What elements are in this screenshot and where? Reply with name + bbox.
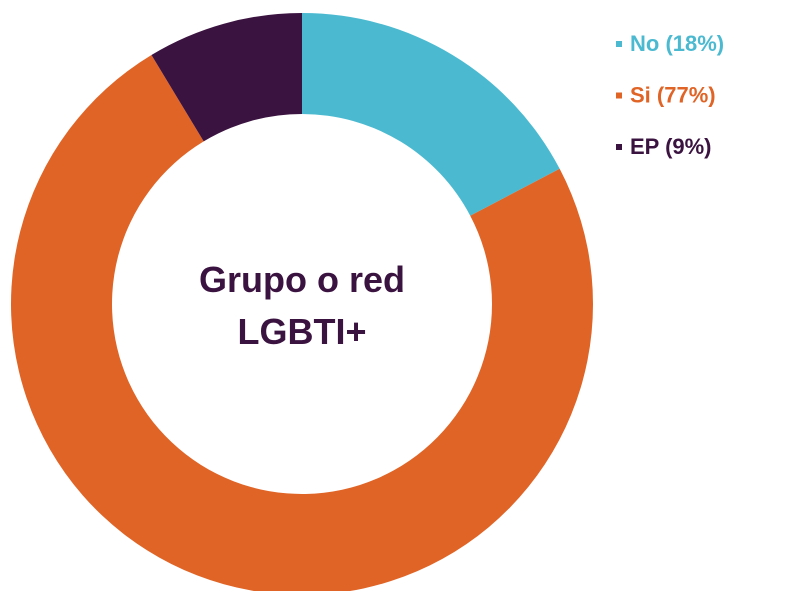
legend-swatch bbox=[616, 92, 622, 99]
legend-swatch bbox=[616, 41, 622, 47]
legend-label: No (18%) bbox=[630, 31, 724, 56]
legend-label: Si (77%) bbox=[630, 82, 716, 107]
donut-slice bbox=[151, 13, 302, 142]
legend-swatch bbox=[616, 144, 622, 150]
legend-label: EP (9%) bbox=[630, 134, 712, 159]
donut-slice bbox=[302, 13, 560, 216]
center-title: Grupo o red LGBTI+ bbox=[199, 259, 405, 352]
donut-slice bbox=[11, 54, 593, 591]
